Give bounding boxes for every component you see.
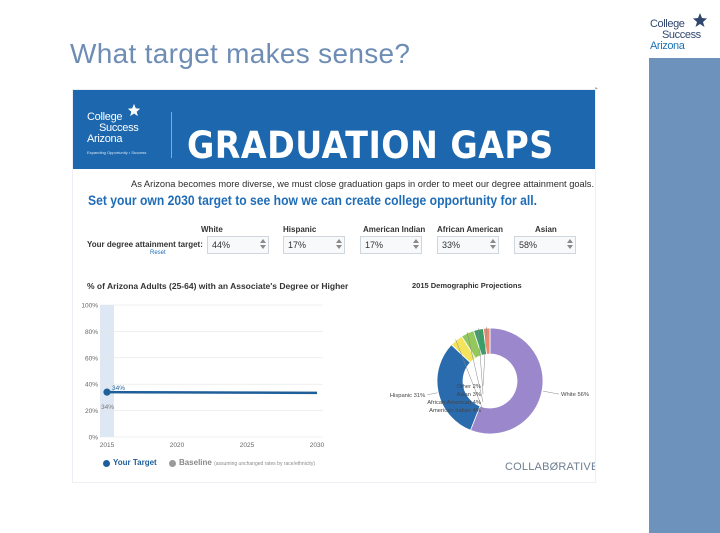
logo-line-1: College (650, 18, 685, 30)
y-tick-label: 20% (85, 408, 98, 415)
donut-slice (482, 327, 491, 355)
x-tick-label: 2015 (100, 442, 115, 449)
demographic-donut-chart: White 56% Hispanic 31% American Indian 4% A… (390, 327, 589, 435)
slice-leader-line (427, 392, 438, 396)
white-target-value: 44% (212, 240, 231, 250)
stepper-arrows[interactable] (335, 238, 343, 252)
banner-logo-line-1: College (87, 111, 123, 123)
y-tick-label: 80% (85, 329, 98, 336)
american-indian-target-value: 17% (365, 240, 384, 250)
target-point-label: 34% (112, 385, 125, 392)
increment-icon[interactable] (567, 239, 573, 243)
slice-leader-line (477, 328, 484, 395)
attainment-line-chart: 0% 20% 40% 60% 80% 100% 2015 2020 2025 2030 34% 34% (81, 303, 325, 450)
banner-logo: College Success Arizona Expanding Opport… (87, 103, 153, 157)
logo-line-2: Success (662, 29, 701, 41)
collaborative-logo: COLLABØRATIVE (505, 461, 596, 473)
embedded-screenshot: College Success Arizona Expanding Opport… (72, 89, 596, 483)
college-success-arizona-logo: College Success Arizona (648, 12, 710, 52)
american-indian-target-stepper[interactable]: 17% (360, 236, 422, 254)
reset-link[interactable]: Reset (150, 250, 166, 256)
asian-target-stepper[interactable]: 58% (514, 236, 576, 254)
slice-leader-line (466, 332, 484, 403)
chart-legend: Your Target Baseline (assuming unchanged… (103, 458, 325, 467)
intro-text: As Arizona becomes more diverse, we must… (131, 179, 595, 189)
hispanic-target-value: 17% (288, 240, 307, 250)
y-tick-label: 60% (85, 355, 98, 362)
legend-target-label: Your Target (113, 458, 157, 468)
pie-chart-title: 2015 Demographic Projections (412, 281, 522, 290)
slice-leader-line (482, 327, 487, 387)
stepper-arrows[interactable] (489, 238, 497, 252)
x-tick-label: 2025 (240, 442, 255, 449)
increment-icon[interactable] (413, 239, 419, 243)
slice-label: Asian 3% (457, 392, 482, 398)
corner-mark: ▸ (595, 86, 599, 92)
banner-divider (171, 112, 172, 158)
line-chart-title: % of Arizona Adults (25-64) with an Asso… (87, 281, 349, 291)
x-tick-label: 2030 (310, 442, 325, 449)
target-dot-icon (103, 459, 110, 467)
decrement-icon[interactable] (413, 245, 419, 249)
asian-target-value: 58% (519, 240, 538, 250)
selected-year-band (100, 305, 114, 437)
y-tick-label: 100% (81, 303, 98, 310)
column-header-asian: Asian (535, 225, 557, 234)
logo-line-3: Arizona (650, 40, 685, 52)
african-american-target-value: 33% (442, 240, 461, 250)
column-header-american-indian: American Indian (363, 225, 426, 234)
slice-label: White 56% (561, 392, 589, 398)
target-series-line (106, 390, 318, 395)
x-tick-label: 2020 (170, 442, 185, 449)
column-header-hispanic: Hispanic (283, 225, 317, 234)
donut-slice (436, 344, 481, 431)
legend-baseline-note: (assuming unchanged rates by race/ethnic… (214, 461, 315, 468)
decrement-icon[interactable] (490, 245, 496, 249)
stepper-arrows[interactable] (259, 238, 267, 252)
banner-logo-line-2: Success (99, 122, 139, 134)
column-header-african-american: African American (437, 225, 503, 234)
legend-target[interactable]: Your Target (103, 458, 157, 467)
donut-slice (469, 327, 544, 435)
star-icon (127, 103, 141, 117)
increment-icon[interactable] (490, 239, 496, 243)
banner-logo-tagline: Expanding Opportunity • Success (87, 150, 147, 155)
column-header-white: White (201, 225, 223, 234)
increment-icon[interactable] (336, 239, 342, 243)
decrement-icon[interactable] (336, 245, 342, 249)
banner-logo-line-3: Arizona (87, 133, 123, 145)
stepper-arrows[interactable] (412, 238, 420, 252)
slice-label: American Indian 4% (429, 408, 481, 414)
slice-leader-line (542, 390, 560, 395)
stepper-arrows[interactable] (566, 238, 574, 252)
side-accent-bar (649, 58, 720, 533)
hispanic-target-stepper[interactable]: 17% (283, 236, 345, 254)
star-icon (693, 13, 707, 27)
slice-leader-line (455, 339, 484, 411)
slice-label: African American 4% (427, 400, 481, 406)
decrement-icon[interactable] (567, 245, 573, 249)
banner: College Success Arizona Expanding Opport… (73, 90, 595, 169)
increment-icon[interactable] (260, 239, 266, 243)
target-point (103, 388, 111, 396)
y-tick-label: 40% (85, 382, 98, 389)
target-label: Your degree attainment target: (87, 240, 203, 249)
call-to-action: Set your own 2030 target to see how we c… (88, 193, 537, 208)
banner-title: GRADUATION GAPS (187, 124, 554, 167)
slide-title: What target makes sense? (70, 38, 411, 69)
y-tick-label: 0% (89, 435, 99, 442)
slice-label: Other 2% (457, 384, 482, 390)
african-american-target-stepper[interactable]: 33% (437, 236, 499, 254)
white-target-stepper[interactable]: 44% (207, 236, 269, 254)
decrement-icon[interactable] (260, 245, 266, 249)
legend-baseline[interactable]: Baseline (assuming unchanged rates by ra… (168, 458, 315, 468)
baseline-point-label: 34% (101, 404, 114, 411)
baseline-dot-icon (168, 459, 176, 467)
slice-label: Hispanic 31% (390, 393, 425, 399)
legend-baseline-label: Baseline (178, 458, 212, 468)
